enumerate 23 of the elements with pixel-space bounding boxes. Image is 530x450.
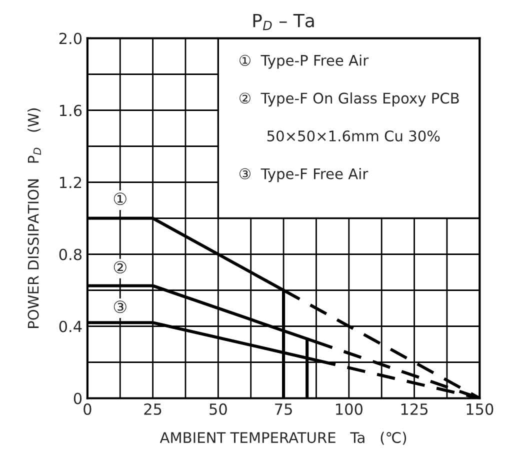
chart-title: P$_{D}$ – Ta [253, 14, 314, 30]
annotation: ① Type-P Free Air [240, 54, 369, 69]
annotation: ③ [114, 300, 126, 314]
annotation: ① [114, 192, 126, 206]
y-tick-label: 0.4 [59, 320, 82, 332]
y-tick-label: 1.6 [60, 104, 82, 116]
x-tick-label: 75 [275, 404, 292, 415]
x-tick-label: 100 [336, 403, 362, 415]
x-tick-label: 125 [401, 403, 428, 415]
x-tick-label: 150 [466, 403, 494, 415]
x-tick-label: 25 [144, 403, 162, 415]
x-tick-label: 50 [210, 403, 227, 415]
annotation: ③ Type-F Free Air [240, 168, 368, 182]
x-axis-title: AMBIENT TEMPERATURE Ta (℃) [160, 432, 406, 445]
y-tick-label: 0 [74, 392, 82, 404]
annotation: ② [114, 260, 126, 274]
y-tick-label: 0.8 [59, 248, 82, 260]
annotation: 50×50×1.6mm Cu 30% [267, 130, 440, 142]
annotation: ② Type-F On Glass Epoxy PCB [240, 92, 459, 107]
y-tick-label: 1.2 [60, 176, 82, 188]
y-tick-label: 2.0 [59, 32, 82, 44]
x-tick-label: 0 [84, 403, 92, 415]
text: POWER DISSIPATION P$_{D}$ (W) [28, 108, 41, 328]
